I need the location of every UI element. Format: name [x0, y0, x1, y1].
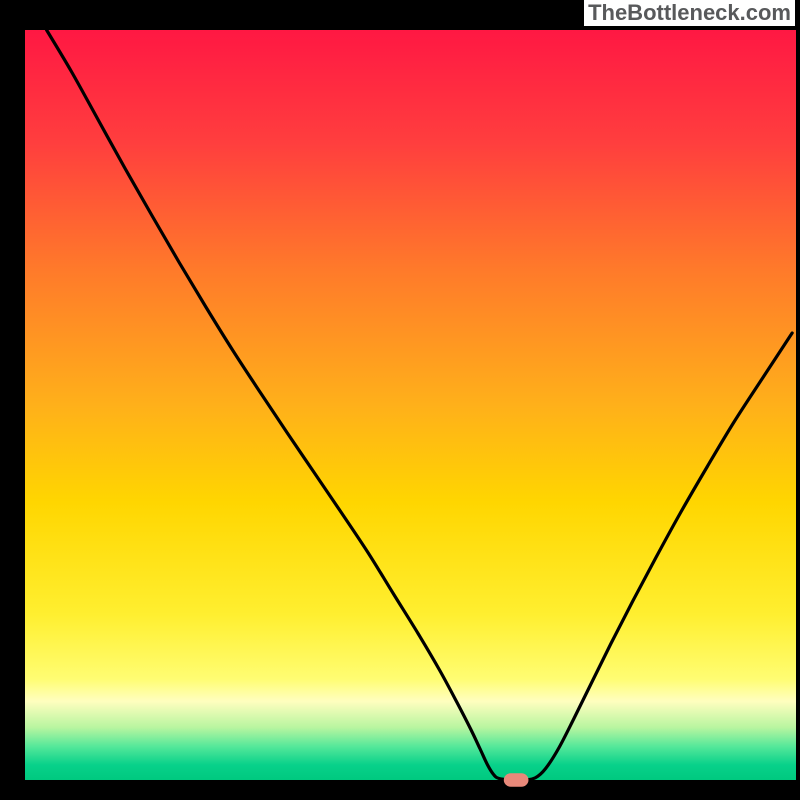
chart-svg	[0, 0, 800, 800]
attribution-watermark: TheBottleneck.com	[584, 0, 795, 26]
gradient-background	[25, 30, 796, 780]
optimal-marker	[504, 773, 529, 787]
bottleneck-chart: TheBottleneck.com	[0, 0, 800, 800]
